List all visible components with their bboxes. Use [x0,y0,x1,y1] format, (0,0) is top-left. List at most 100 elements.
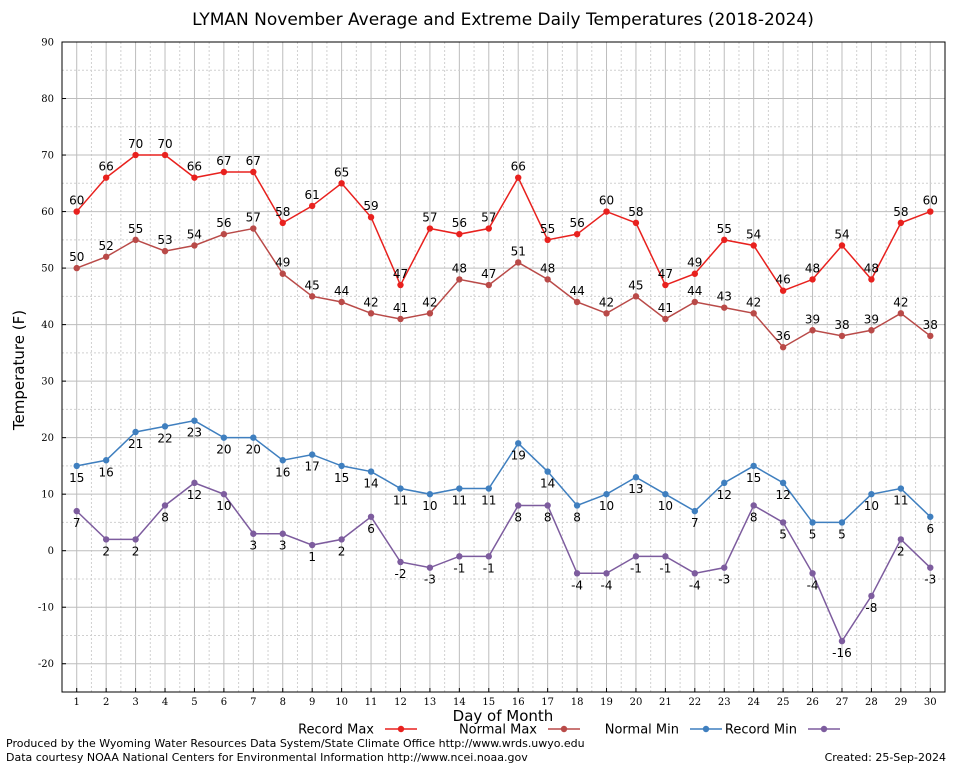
record-min-point [102,536,110,543]
normal-max-data-label: 42 [746,295,761,309]
normal-max-point [809,327,816,334]
normal-min-data-label: 21 [128,437,143,451]
normal-min-point [132,428,139,436]
x-tick-label: 1 [74,697,80,708]
record-min-data-label: -4 [571,578,583,592]
record-min-data-label: -3 [924,573,936,587]
normal-max-point [632,293,640,300]
record-max-data-label: 65 [334,165,349,179]
record-min-point [279,530,286,537]
normal-max-data-label: 42 [599,295,614,309]
y-tick-label: 30 [41,377,54,388]
normal-min-point [456,485,463,492]
record-max-data-label: 47 [658,267,673,281]
record-max-point [73,208,80,215]
record-min-point [779,519,787,526]
x-tick-label: 24 [747,697,760,708]
record-max-point [456,230,463,238]
record-min-data-label: -4 [601,578,613,592]
record-min-point [927,564,934,571]
normal-max-point [485,281,492,289]
normal-min-data-label: 20 [216,443,231,457]
normal-max-point [250,225,257,232]
record-max-point [779,287,787,294]
record-min-point [250,530,257,537]
record-max-point [220,168,228,176]
normal-min-point [691,507,699,515]
normal-min-point [161,423,169,430]
record-max-point [102,174,110,181]
record-max-data-label: 58 [893,205,908,219]
record-max-point [308,202,316,210]
normal-min-data-label: 12 [775,488,790,502]
normal-min-data-label: 15 [69,471,84,485]
normal-max-data-label: 44 [687,284,702,298]
record-max-data-label: 48 [864,261,879,275]
normal-max-point [573,298,581,306]
record-min-point [485,553,492,560]
normal-min-data-label: 10 [864,499,879,513]
normal-max-data-label: 51 [511,244,526,258]
normal-min-point [544,468,551,475]
record-max-point [809,276,816,283]
record-min-point [367,513,375,520]
normal-max-data-label: 49 [275,256,290,270]
normal-min-point [868,490,875,498]
normal-max-point [279,270,286,277]
y-tick-label: -10 [38,603,54,614]
normal-max-point [721,304,728,311]
record-max-data-label: 47 [393,267,408,281]
x-tick-label: 18 [571,697,584,708]
normal-max-data-label: 38 [923,318,938,332]
record-max-point [632,219,640,227]
record-min-point [338,536,345,543]
x-tick-label: 7 [250,697,256,708]
legend-marker-normal-min [702,725,710,733]
record-min-data-label: 12 [187,488,202,502]
record-min-data-label: -3 [718,573,730,587]
footer-data-courtesy: Data courtesy NOAA National Centers for … [6,751,528,764]
record-min-point [544,502,551,509]
record-max-data-label: 49 [687,256,702,270]
normal-min-data-label: 14 [540,477,555,491]
record-max-data-label: 67 [216,154,231,168]
normal-max-data-label: 48 [452,261,467,275]
normal-max-point [515,259,522,266]
x-tick-label: 8 [280,697,286,708]
normal-max-line [76,227,931,349]
record-min-point [897,536,905,543]
normal-max-data-label: 36 [775,329,790,343]
legend-marker-record-min [820,725,828,733]
normal-min-point [838,519,846,526]
record-min-data-label: -8 [865,601,877,615]
normal-max-data-label: 52 [99,239,114,253]
normal-min-data-label: 19 [511,448,526,462]
record-min-point [308,541,316,549]
record-max-data-label: 56 [452,216,467,230]
normal-min-point [338,462,345,470]
record-min-data-label: -1 [453,561,465,575]
normal-min-data-label: 16 [99,465,114,479]
x-tick-label: 16 [512,697,525,708]
record-min-point [750,502,757,509]
normal-min-data-label: 16 [275,465,290,479]
normal-min-data-label: 15 [334,471,349,485]
footer-produced-by: Produced by the Wyoming Water Resources … [6,737,585,750]
normal-min-point [927,513,934,520]
normal-min-data-label: 12 [717,488,732,502]
normal-max-data-label: 56 [216,216,231,230]
x-tick-label: 23 [718,697,731,708]
normal-max-data-label: 41 [658,301,673,315]
x-tick-label: 5 [191,697,197,708]
normal-max-point [897,310,905,317]
normal-min-point [279,457,286,464]
normal-min-point [809,519,816,526]
x-tick-label: 22 [688,697,701,708]
record-max-point [750,242,757,249]
normal-min-data-label: 10 [422,499,437,513]
record-min-data-label: 8 [750,510,758,524]
normal-min-point [897,485,905,492]
normal-max-point [191,242,198,249]
normal-max-data-label: 43 [717,290,732,304]
record-max-point [367,214,375,221]
